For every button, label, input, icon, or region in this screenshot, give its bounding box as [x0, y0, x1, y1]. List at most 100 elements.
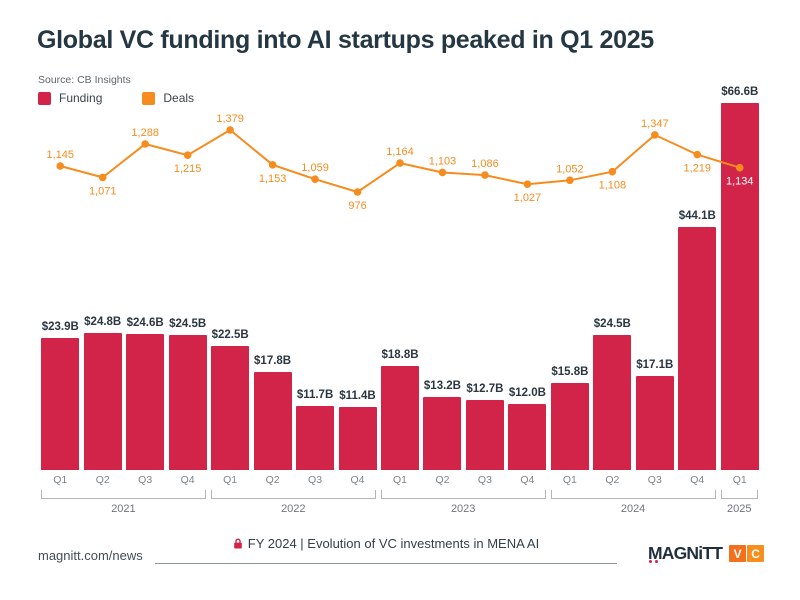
x-axis-label: Q1: [732, 474, 747, 486]
funding-bar: [253, 371, 292, 470]
legend-item-funding: Funding: [38, 91, 102, 105]
bar-column: $13.2B: [421, 100, 463, 470]
magnitt-logo[interactable]: MAGNiTT V C: [648, 543, 765, 564]
x-axis-label: Q3: [308, 474, 323, 486]
bar-value-label: $15.8B: [551, 365, 589, 378]
bar-column: $24.6B: [124, 100, 166, 470]
x-axis-label: Q3: [647, 474, 662, 486]
bar-value-label: $23.9B: [41, 321, 79, 334]
funding-bar: [126, 334, 165, 470]
year-label: 2023: [450, 503, 476, 515]
footer-caption-text: FY 2024 | Evolution of VC investments in…: [247, 536, 540, 551]
x-axis-label: Q1: [53, 474, 68, 486]
bar-value-label: $24.5B: [169, 318, 207, 330]
funding-bar: [83, 333, 122, 470]
x-axis-label: Q3: [477, 474, 492, 486]
footer-caption: FY 2024 | Evolution of VC investments in…: [155, 536, 617, 551]
legend-label-funding: Funding: [59, 91, 103, 105]
x-axis-label: Q1: [223, 474, 238, 486]
bar-column: $24.8B: [81, 100, 123, 470]
x-axis-label: Q4: [180, 474, 195, 486]
bar-value-label: $17.8B: [254, 354, 292, 367]
bar-column: $15.8B: [549, 100, 591, 470]
bar-column: $22.5B: [209, 100, 251, 470]
x-axis-label: Q2: [435, 474, 450, 486]
footer-divider: [155, 563, 617, 564]
bar-column: $17.1B: [634, 100, 676, 470]
funding-bar: [593, 335, 632, 470]
magnitt-wordmark: MAGNiTT: [648, 543, 723, 563]
year-bracket: [380, 490, 546, 499]
funding-bar: [41, 338, 80, 470]
combined-chart: $23.9B $24.8B $24.6B $24.5B $22.5B $17.8B $11.…: [39, 86, 761, 470]
bar-value-label: $11.4B: [339, 390, 376, 403]
x-axis-label: Q2: [265, 474, 280, 486]
bar-value-label: $22.5B: [211, 329, 249, 342]
bar-column: $44.1B: [676, 100, 718, 470]
funding-swatch: [38, 91, 51, 105]
page-title: Global VC funding into AI startups peake…: [37, 26, 654, 54]
funding-bar: [550, 382, 589, 470]
year-bracket: [210, 490, 376, 499]
legend-item-deals: Deals: [142, 91, 194, 105]
x-axis-label: Q3: [138, 474, 153, 486]
year-bracket: [720, 490, 758, 499]
bar-value-label: $13.2B: [423, 380, 461, 393]
funding-bar: [508, 403, 547, 470]
footer-url[interactable]: magnitt.com/news: [38, 548, 143, 563]
x-axis-label: Q4: [350, 474, 365, 486]
year-bracket: [550, 490, 716, 499]
bar-column: $11.7B: [294, 100, 336, 470]
bar-value-label: $44.1B: [678, 210, 716, 222]
funding-bar: [423, 397, 462, 470]
bar-value-label: $24.5B: [593, 318, 631, 330]
year-label: 2021: [111, 503, 136, 515]
bar-column: $11.4B: [336, 100, 378, 470]
bar-value-label: $12.0B: [508, 386, 546, 399]
bar-value-label: $17.1B: [636, 358, 674, 371]
legend: Funding Deals: [38, 91, 234, 105]
funding-bar: [211, 346, 250, 470]
funding-bar: [338, 407, 377, 470]
bar-column: $12.7B: [464, 100, 506, 470]
bar-value-label: $18.8B: [381, 349, 419, 362]
bar-value-label: $66.6B: [721, 86, 759, 98]
year-label: 2022: [281, 503, 306, 515]
bar-column: $17.8B: [251, 100, 293, 470]
funding-bar: [296, 405, 335, 470]
year-bracket: [41, 490, 206, 499]
logo-c-badge: C: [747, 545, 765, 562]
funding-bar: [168, 335, 207, 470]
x-axis-label: Q2: [95, 474, 110, 486]
funding-bar: [678, 227, 717, 470]
x-axis-label: Q4: [520, 474, 535, 486]
funding-bar: [720, 103, 759, 470]
bar-value-label: $11.7B: [296, 388, 334, 401]
year-axis: 2021 2022 2023 2024 2025: [39, 490, 761, 520]
bar-column: $18.8B: [379, 100, 421, 470]
bar-value-label: $24.8B: [84, 316, 122, 329]
x-axis-label: Q1: [392, 474, 407, 486]
funding-bar: [380, 366, 419, 470]
bar-value-label: $12.7B: [466, 383, 504, 396]
x-axis: Q1 Q2 Q3 Q4 Q1 Q2 Q3 Q4 Q1 Q2 Q3 Q4 Q1 Q2 Q3 Q4 Q1: [39, 474, 761, 486]
bar-value-label: $24.6B: [126, 317, 164, 330]
bar-column: $66.6B: [719, 86, 761, 470]
funding-bar: [635, 375, 674, 470]
logo-v-badge: V: [729, 545, 747, 562]
bar-column: $24.5B: [591, 100, 633, 470]
funding-bar: [465, 400, 504, 470]
bar-column: $23.9B: [39, 100, 81, 470]
x-axis-label: Q1: [562, 474, 577, 486]
bar-column: $24.5B: [166, 100, 208, 470]
x-axis-label: Q2: [605, 474, 620, 486]
deals-swatch: [142, 91, 156, 105]
bar-column: $12.0B: [506, 100, 548, 470]
x-axis-label: Q4: [690, 474, 705, 486]
legend-label-deals: Deals: [163, 91, 195, 105]
source-label: Source: CB Insights: [38, 74, 131, 86]
year-label: 2024: [620, 503, 646, 515]
lock-icon: [233, 538, 242, 549]
bar-series: $23.9B $24.8B $24.6B $24.5B $22.5B $17.8B $11.…: [39, 86, 761, 470]
